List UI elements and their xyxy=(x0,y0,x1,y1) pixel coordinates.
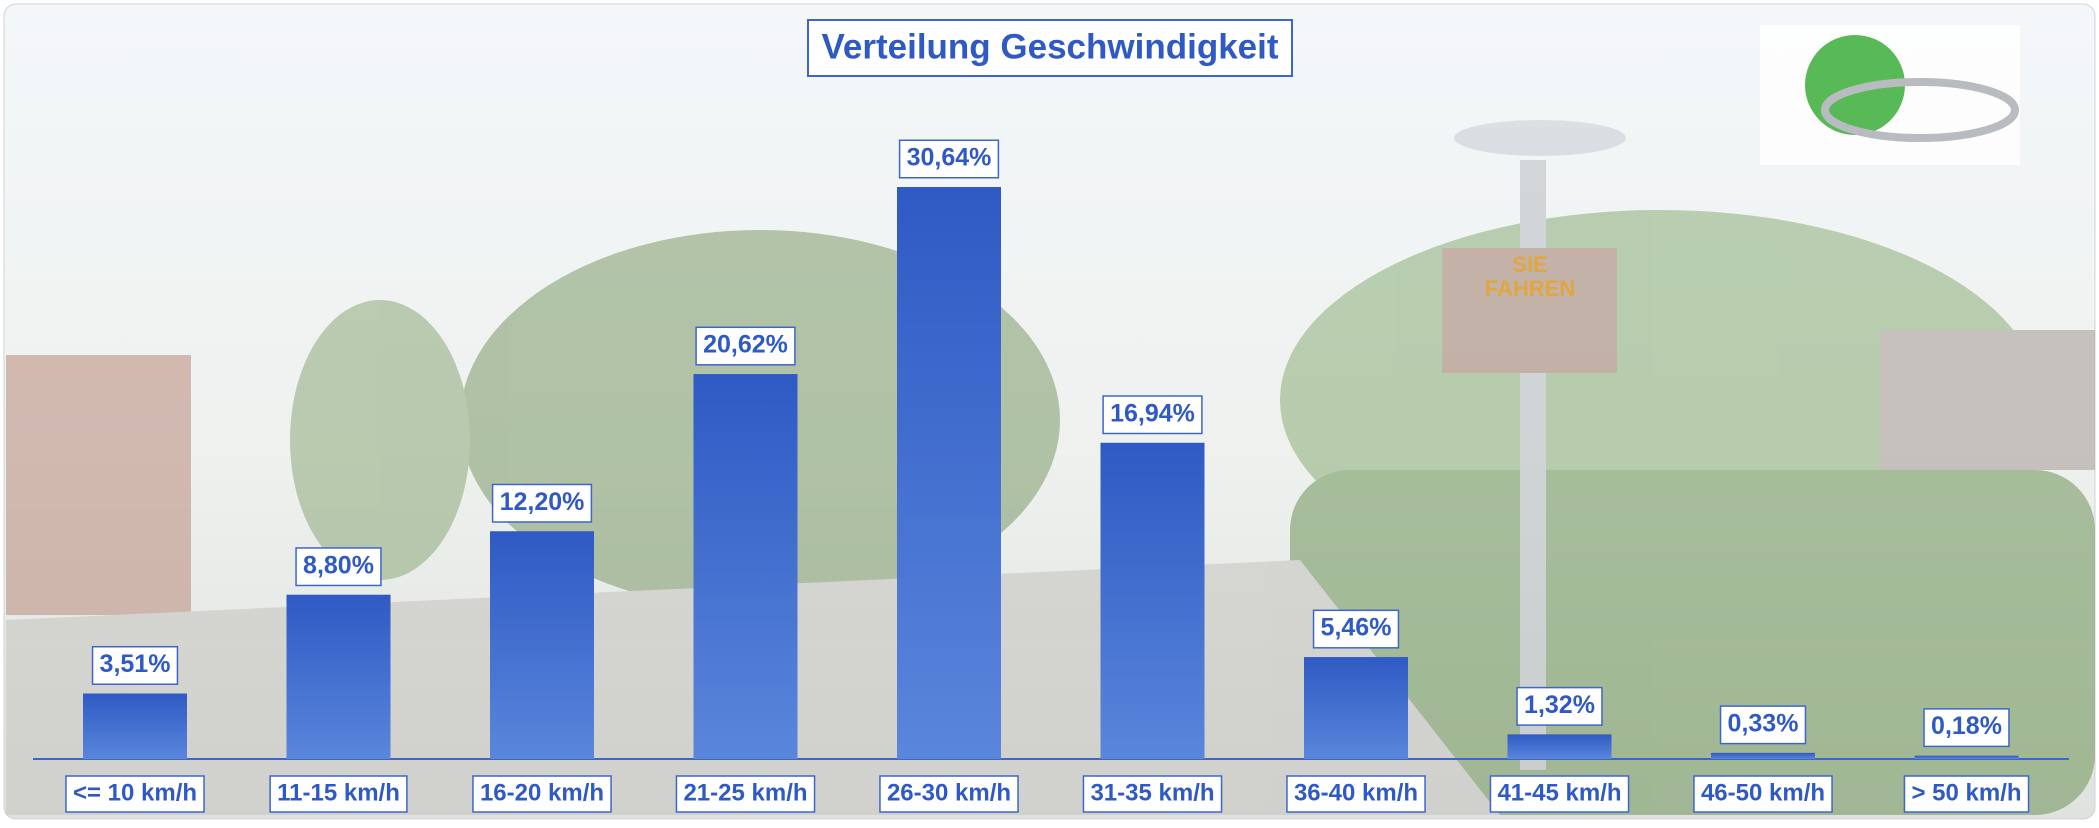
value-label: 0,18% xyxy=(1931,712,2002,740)
x-tick-label: 26-30 km/h xyxy=(887,779,1011,806)
x-tick-label: 46-50 km/h xyxy=(1701,779,1825,806)
value-label: 3,51% xyxy=(100,650,171,678)
value-label: 8,80% xyxy=(303,551,374,579)
x-tick-label: 31-35 km/h xyxy=(1090,779,1214,806)
lamp xyxy=(1454,120,1626,156)
x-tick-label: 11-15 km/h xyxy=(277,779,400,806)
bar xyxy=(1508,734,1612,759)
bar xyxy=(1915,756,2019,759)
value-label: 0,33% xyxy=(1728,709,1799,737)
x-tick-label: 16-20 km/h xyxy=(480,779,604,806)
tree xyxy=(290,300,470,580)
x-tick-label: 41-45 km/h xyxy=(1497,779,1621,806)
value-label: 16,94% xyxy=(1110,399,1195,427)
value-label: 12,20% xyxy=(500,488,585,516)
bar xyxy=(1711,753,1815,759)
x-tick-label: <= 10 km/h xyxy=(73,779,197,806)
logo xyxy=(1760,25,2020,165)
x-tick-label: 21-25 km/h xyxy=(683,779,807,806)
x-tick-label: 36-40 km/h xyxy=(1294,779,1418,806)
bar xyxy=(83,693,187,759)
chart-title: Verteilung Geschwindigkeit xyxy=(821,27,1278,66)
bar xyxy=(287,595,391,759)
bar xyxy=(1304,657,1408,759)
house xyxy=(6,355,191,615)
bar xyxy=(694,374,798,759)
bar xyxy=(490,531,594,759)
roof xyxy=(1880,330,2095,470)
bar xyxy=(897,187,1001,759)
value-label: 5,46% xyxy=(1321,614,1392,642)
value-label: 30,64% xyxy=(907,144,992,172)
x-tick-label: > 50 km/h xyxy=(1911,779,2021,806)
sign-text: SIE xyxy=(1512,252,1547,277)
value-label: 20,62% xyxy=(703,331,788,359)
value-label: 1,32% xyxy=(1524,691,1595,719)
chart: SIE FAHREN Verteilung Geschwindigkeit 3,… xyxy=(0,0,2099,823)
bar xyxy=(1101,443,1205,759)
sign-text: FAHREN xyxy=(1485,276,1575,301)
